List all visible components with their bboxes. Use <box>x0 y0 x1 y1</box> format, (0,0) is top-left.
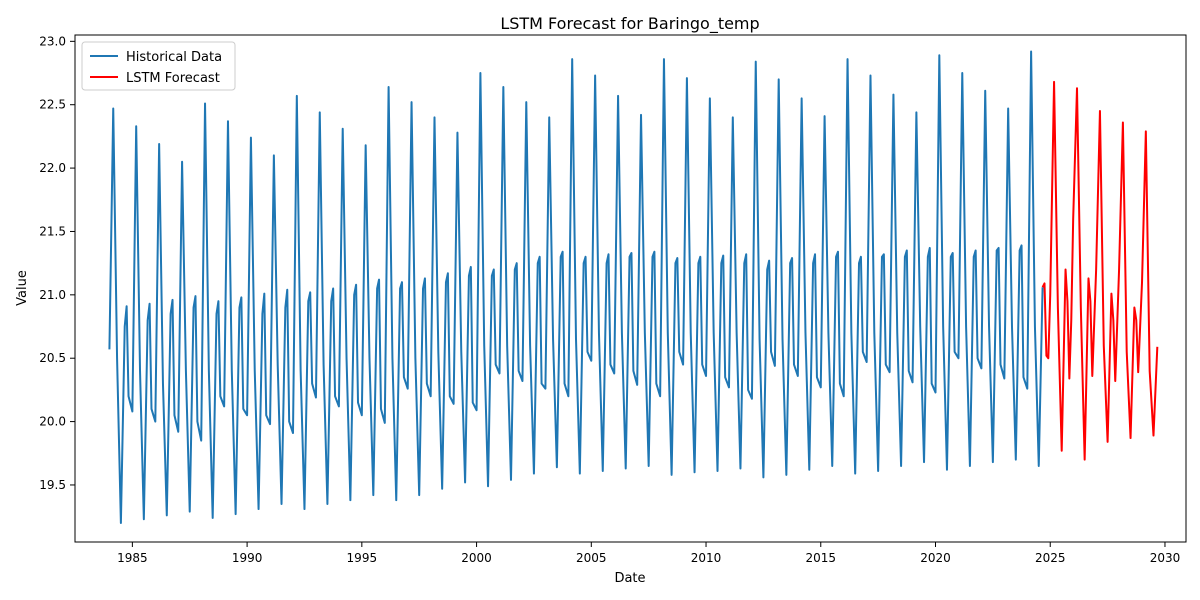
y-axis: 19.5 20.0 20.5 21.0 21.5 22.0 22.5 23.0 <box>39 34 75 492</box>
legend: Historical Data LSTM Forecast <box>81 41 236 91</box>
y-tick-label: 20.5 <box>39 351 66 365</box>
x-tick-label: 2025 <box>1035 551 1066 565</box>
x-tick-label: 2010 <box>691 551 722 565</box>
y-tick-label: 21.0 <box>39 288 66 302</box>
x-tick-label: 2030 <box>1150 551 1181 565</box>
x-tick-label: 2000 <box>461 551 492 565</box>
y-tick-label: 20.0 <box>39 415 66 429</box>
x-tick-label: 2020 <box>920 551 951 565</box>
legend-label-historical: Historical Data <box>126 50 222 65</box>
y-tick-label: 21.5 <box>39 224 66 238</box>
x-tick-label: 2015 <box>805 551 836 565</box>
chart-title: LSTM Forecast for Baringo_temp <box>500 14 759 34</box>
y-axis-label: Value <box>15 270 30 306</box>
x-tick-label: 2005 <box>576 551 607 565</box>
legend-box <box>81 41 236 91</box>
y-tick-label: 22.0 <box>39 161 66 175</box>
legend-label-forecast: LSTM Forecast <box>126 71 220 86</box>
series-layer <box>108 50 1159 524</box>
plot-frame <box>74 34 1187 543</box>
y-tick-label: 19.5 <box>39 478 66 492</box>
lstm-forecast-line <box>1041 80 1159 461</box>
x-tick-label: 1985 <box>117 551 148 565</box>
x-axis-label: Date <box>614 571 645 586</box>
historical-data-line <box>108 50 1044 524</box>
y-tick-label: 22.5 <box>39 98 66 112</box>
x-tick-label: 1990 <box>232 551 263 565</box>
x-tick-label: 1995 <box>347 551 378 565</box>
y-tick-label: 23.0 <box>39 34 66 48</box>
x-axis: 1985 1990 1995 2000 2005 2010 2015 2020 2025 2030 <box>117 542 1180 565</box>
